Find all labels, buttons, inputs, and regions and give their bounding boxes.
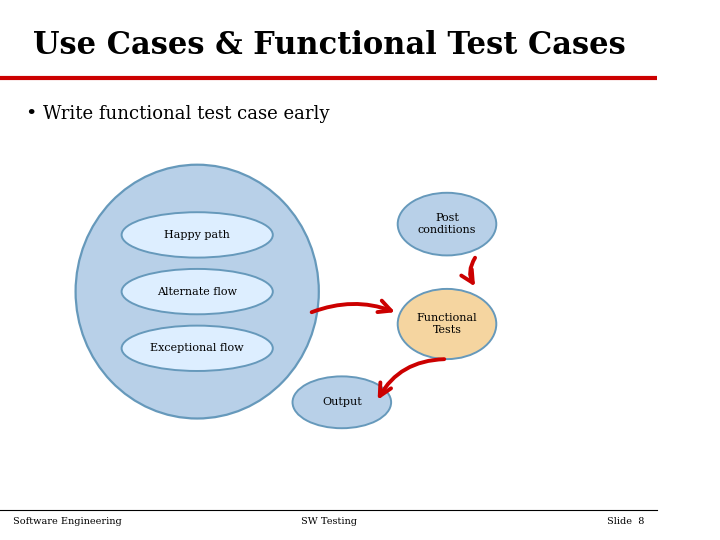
Ellipse shape — [397, 193, 496, 255]
Ellipse shape — [397, 289, 496, 359]
Text: Software Engineering: Software Engineering — [13, 517, 122, 526]
Text: Exceptional flow: Exceptional flow — [150, 343, 244, 353]
Ellipse shape — [122, 326, 273, 371]
Ellipse shape — [76, 165, 319, 418]
Ellipse shape — [292, 376, 391, 428]
Text: Functional
Tests: Functional Tests — [417, 313, 477, 335]
Text: Output: Output — [322, 397, 361, 407]
Ellipse shape — [122, 269, 273, 314]
Text: Happy path: Happy path — [164, 230, 230, 240]
Text: Alternate flow: Alternate flow — [157, 287, 237, 296]
Text: •: • — [25, 105, 36, 123]
Text: Use Cases & Functional Test Cases: Use Cases & Functional Test Cases — [33, 30, 626, 60]
Text: SW Testing: SW Testing — [301, 517, 356, 526]
Text: Slide  8: Slide 8 — [607, 517, 644, 526]
Ellipse shape — [122, 212, 273, 258]
Text: Post
conditions: Post conditions — [418, 213, 476, 235]
Text: Write functional test case early: Write functional test case early — [42, 105, 329, 123]
